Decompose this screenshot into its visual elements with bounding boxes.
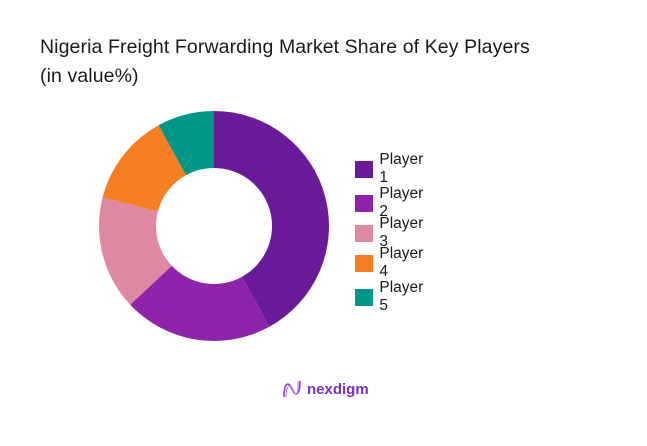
donut-slice-5	[158, 111, 214, 176]
legend-swatch	[355, 288, 374, 306]
nexdigm-logo-text: nexdigm	[307, 380, 369, 398]
legend-label: Player 5	[379, 279, 424, 314]
legend-item-player-3: Player 3	[355, 215, 427, 250]
chart-title: Nigeria Freight Forwarding Market Share …	[40, 33, 530, 91]
legend-item-player-2: Player 2	[355, 185, 427, 220]
chart-title-line2: (in value%)	[40, 65, 139, 87]
legend-label: Player 2	[379, 185, 424, 220]
legend-label: Player 3	[379, 215, 424, 250]
legend-label: Player 1	[379, 151, 424, 186]
donut-slice-1	[214, 111, 329, 327]
nexdigm-logo: nexdigm	[281, 378, 369, 400]
legend-swatch	[355, 224, 374, 242]
legend-item-player-5: Player 5	[355, 279, 427, 314]
donut-slice-2	[130, 265, 270, 341]
legend-item-player-4: Player 4	[355, 245, 427, 280]
nexdigm-wave-icon	[283, 380, 301, 398]
legend-item-player-1: Player 1	[355, 151, 427, 186]
donut-slice-4	[102, 125, 187, 212]
donut-slice-3	[99, 197, 172, 305]
legend-label: Player 4	[379, 245, 424, 280]
chart-title-line1: Nigeria Freight Forwarding Market Share …	[40, 36, 530, 58]
legend-swatch	[355, 254, 374, 272]
legend-swatch	[355, 160, 374, 178]
legend-swatch	[355, 194, 374, 212]
